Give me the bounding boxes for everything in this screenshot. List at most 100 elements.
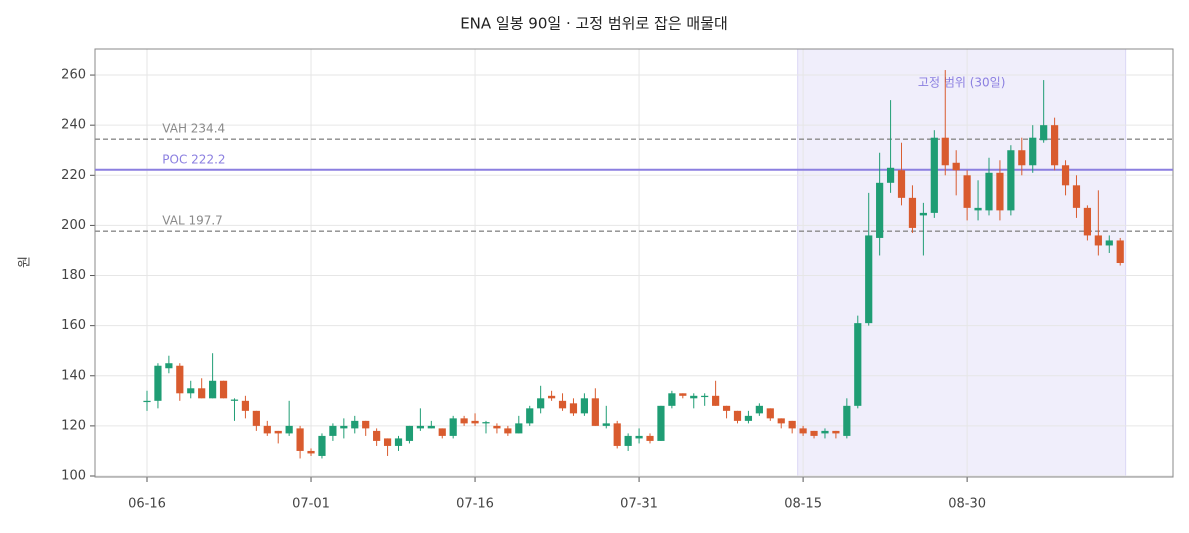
candle-body bbox=[438, 428, 446, 436]
x-tick-label: 08-15 bbox=[784, 497, 822, 512]
candle-body bbox=[394, 438, 403, 446]
y-tick-label: 140 bbox=[61, 368, 86, 383]
candle-body bbox=[897, 170, 906, 198]
candle-body bbox=[362, 420, 370, 429]
candle-body bbox=[591, 398, 599, 426]
candle-body bbox=[427, 425, 435, 429]
candle-body bbox=[974, 207, 982, 211]
candle-body bbox=[635, 435, 643, 439]
candle-body bbox=[930, 137, 938, 213]
candle-body bbox=[712, 395, 720, 406]
candle-body bbox=[1018, 150, 1026, 166]
candle-body bbox=[241, 400, 250, 411]
candle-body bbox=[788, 420, 796, 429]
candle-body bbox=[624, 435, 632, 446]
candle-body bbox=[777, 418, 785, 424]
candle-body bbox=[854, 323, 862, 406]
candle-body bbox=[690, 395, 698, 399]
candle-body bbox=[515, 423, 523, 434]
candle-body bbox=[733, 410, 742, 421]
candle-body bbox=[679, 393, 687, 396]
candle-body bbox=[755, 405, 763, 414]
candle-body bbox=[373, 430, 381, 441]
candle-body bbox=[383, 438, 392, 446]
x-tick-label: 08-30 bbox=[948, 497, 986, 512]
candle-body bbox=[526, 408, 534, 424]
y-tick-label: 260 bbox=[61, 68, 86, 83]
range-label: 고정 범위 (30일) bbox=[918, 76, 1005, 90]
candle-body bbox=[908, 197, 917, 228]
range-shade bbox=[797, 48, 1127, 478]
candle-body bbox=[1116, 240, 1124, 263]
candle-body bbox=[493, 425, 501, 429]
y-tick-label: 160 bbox=[61, 318, 86, 333]
candle-body bbox=[198, 388, 206, 399]
candle-body bbox=[154, 365, 162, 401]
candle-body bbox=[985, 172, 993, 211]
candle-body bbox=[941, 137, 949, 166]
candle-body bbox=[952, 162, 960, 171]
y-tick-label: 120 bbox=[61, 418, 86, 433]
candle-body bbox=[1105, 240, 1113, 246]
candle-body bbox=[416, 425, 424, 429]
candle-body bbox=[865, 235, 873, 324]
y-axis-label: 원 bbox=[18, 256, 33, 268]
candle-body bbox=[701, 395, 709, 398]
candle-body bbox=[569, 403, 578, 414]
candle-body bbox=[646, 435, 654, 441]
y-tick-label: 240 bbox=[61, 118, 86, 133]
candle-body bbox=[744, 415, 753, 421]
candle-body bbox=[1040, 125, 1048, 141]
candle-body bbox=[471, 420, 479, 424]
candle-body bbox=[810, 430, 818, 436]
candle-body bbox=[1072, 185, 1081, 208]
level-label: VAH 234.4 bbox=[162, 122, 225, 136]
candle-body bbox=[1029, 137, 1037, 166]
candle-body bbox=[799, 428, 807, 434]
y-tick-label: 100 bbox=[61, 468, 86, 483]
candle-body bbox=[274, 430, 282, 434]
candle-body bbox=[296, 428, 304, 451]
candle-body bbox=[187, 388, 195, 394]
candle-body bbox=[886, 167, 895, 183]
candle-body bbox=[657, 405, 665, 441]
candle-body bbox=[963, 175, 971, 208]
level-label: VAL 197.7 bbox=[162, 214, 223, 228]
candle-body bbox=[1094, 235, 1102, 246]
candle-body bbox=[722, 405, 731, 411]
chart-title: ENA 일봉 90일 · 고정 범위로 잡은 매물대 bbox=[460, 15, 728, 33]
plot-frame bbox=[94, 48, 1174, 478]
x-tick-label: 07-16 bbox=[456, 497, 494, 512]
candle-body bbox=[219, 380, 228, 399]
candle-body bbox=[613, 423, 621, 446]
x-tick-label: 07-31 bbox=[620, 497, 658, 512]
candle-body bbox=[143, 400, 151, 403]
y-tick-label: 220 bbox=[61, 168, 86, 183]
candle-body bbox=[482, 422, 490, 424]
candle-body bbox=[504, 428, 512, 434]
candle-body bbox=[537, 398, 545, 409]
candle-body bbox=[329, 425, 337, 436]
candle-body bbox=[252, 410, 260, 426]
candle-body bbox=[263, 425, 271, 434]
candle-body bbox=[176, 365, 184, 394]
candle-body bbox=[340, 425, 348, 429]
candle-body bbox=[832, 430, 840, 434]
candle-body bbox=[558, 400, 567, 409]
y-tick-label: 200 bbox=[61, 218, 86, 233]
x-tick-label: 06-16 bbox=[128, 497, 166, 512]
candle-body bbox=[1007, 150, 1015, 211]
candle-body bbox=[209, 380, 217, 399]
candle-body bbox=[876, 182, 884, 238]
candle-body bbox=[230, 399, 239, 401]
candle-body bbox=[843, 405, 851, 436]
candle-body bbox=[919, 212, 927, 216]
candle-body bbox=[351, 420, 359, 429]
candle-body bbox=[165, 363, 173, 369]
candle-body bbox=[996, 172, 1004, 211]
candle-body bbox=[602, 423, 610, 426]
candle-body bbox=[1061, 165, 1070, 186]
candle-body bbox=[821, 430, 829, 434]
candle-body bbox=[547, 395, 556, 399]
